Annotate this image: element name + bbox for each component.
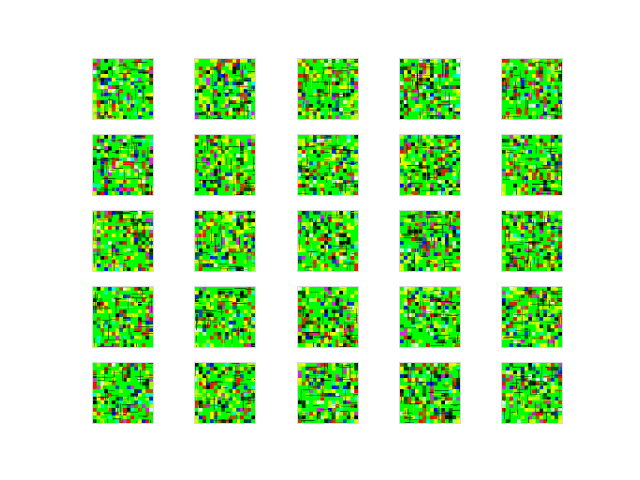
noise-image-icon [93, 211, 153, 271]
noise-image-icon [93, 287, 153, 347]
generated-image-tile [92, 134, 154, 196]
generated-image-tile [194, 286, 256, 348]
noise-image-icon [195, 363, 255, 423]
generated-image-tile [501, 134, 563, 196]
noise-image-icon [298, 211, 358, 271]
generated-image-tile [501, 362, 563, 424]
noise-image-icon [400, 211, 460, 271]
generated-image-tile [399, 58, 461, 120]
noise-image-icon [298, 59, 358, 119]
noise-image-icon [400, 287, 460, 347]
generated-image-tile [194, 362, 256, 424]
noise-image-icon [195, 287, 255, 347]
generated-image-tile [297, 210, 359, 272]
generated-image-tile [399, 210, 461, 272]
noise-image-icon [502, 59, 562, 119]
noise-image-icon [400, 363, 460, 423]
generated-image-tile [194, 210, 256, 272]
noise-image-icon [195, 135, 255, 195]
generated-image-tile [399, 362, 461, 424]
generated-image-tile [92, 362, 154, 424]
generated-image-tile [297, 286, 359, 348]
generated-image-tile [194, 58, 256, 120]
generated-image-tile [399, 286, 461, 348]
noise-image-icon [195, 59, 255, 119]
generated-image-tile [92, 58, 154, 120]
generated-image-tile [501, 58, 563, 120]
generated-image-tile [501, 210, 563, 272]
noise-image-icon [400, 135, 460, 195]
noise-image-icon [400, 59, 460, 119]
noise-image-icon [298, 363, 358, 423]
generated-image-tile [501, 286, 563, 348]
noise-image-icon [93, 59, 153, 119]
generated-image-tile [399, 134, 461, 196]
generated-image-tile [92, 286, 154, 348]
noise-image-icon [298, 135, 358, 195]
noise-image-icon [502, 135, 562, 195]
generated-image-tile [92, 210, 154, 272]
noise-image-icon [298, 287, 358, 347]
noise-image-icon [502, 287, 562, 347]
generated-image-tile [297, 362, 359, 424]
generated-image-tile [297, 134, 359, 196]
noise-image-icon [502, 363, 562, 423]
noise-image-icon [93, 363, 153, 423]
generated-image-tile [297, 58, 359, 120]
noise-image-icon [502, 211, 562, 271]
noise-image-icon [93, 135, 153, 195]
noise-image-icon [195, 211, 255, 271]
generated-image-tile [194, 134, 256, 196]
